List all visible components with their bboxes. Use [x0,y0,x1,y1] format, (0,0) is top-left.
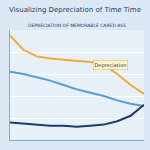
svg-text:Depreciation: Depreciation [95,62,127,69]
svg-text:Visualizing Depreciation of Ti: Visualizing Depreciation of Time Time [9,6,141,14]
svg-text:DEPRECIATION OF MEMORABLE CARE: DEPRECIATION OF MEMORABLE CARED ASS [28,23,126,28]
